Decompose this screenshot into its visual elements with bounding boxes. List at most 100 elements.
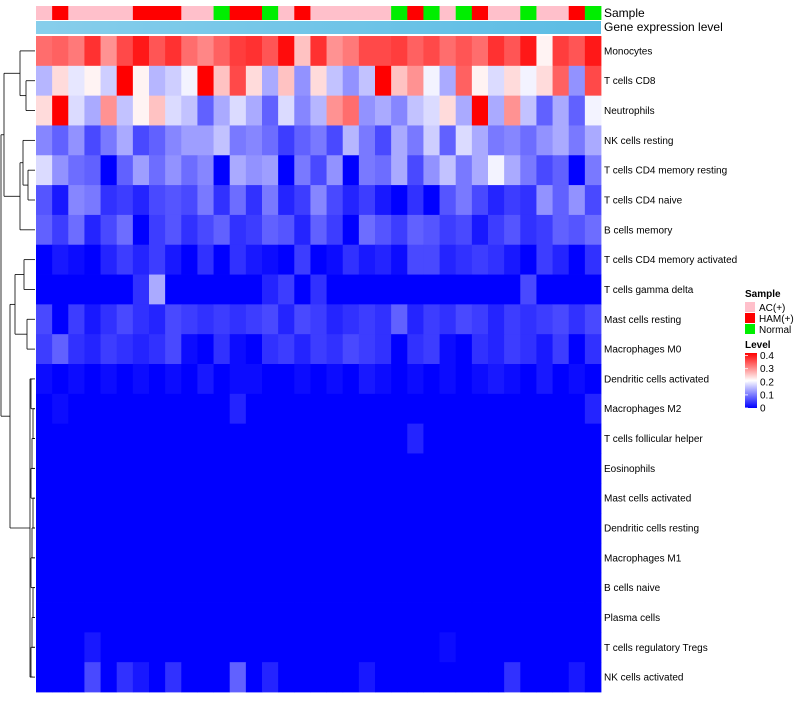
heatmap-cell: [488, 155, 505, 186]
heatmap-cell: [375, 393, 392, 425]
heatmap-cell: [36, 36, 53, 67]
heatmap-cell: [504, 334, 521, 365]
heatmap-cell: [52, 65, 69, 97]
heatmap-cell: [310, 453, 327, 484]
heatmap-cell: [278, 65, 295, 97]
heatmap-cell: [165, 483, 182, 514]
heatmap-cell: [116, 602, 134, 633]
row-label: T cells follicular helper: [604, 434, 703, 445]
heatmap-cell: [100, 483, 118, 514]
sample-annotation-cell: [439, 6, 457, 20]
heatmap-cell: [439, 393, 457, 425]
heatmap-cell: [294, 364, 311, 395]
heatmap-cell: [165, 632, 182, 663]
heatmap-cell: [165, 542, 182, 574]
heatmap-cell: [84, 214, 101, 246]
heatmap-cell: [278, 214, 295, 246]
heatmap-cell: [245, 125, 263, 156]
heatmap-cell: [278, 155, 295, 186]
heatmap-cell: [584, 572, 602, 603]
heatmap-cell: [358, 393, 376, 425]
heatmap-cell: [278, 542, 295, 574]
sample-annotation-cell: [488, 6, 505, 20]
heatmap-cell: [245, 185, 263, 216]
heatmap-cell: [520, 36, 537, 67]
heatmap-cell: [568, 632, 586, 663]
heatmap-cell: [278, 513, 295, 544]
heatmap-cell: [100, 185, 118, 216]
heatmap-cell: [536, 572, 553, 603]
heatmap-cell: [520, 274, 537, 305]
heatmap-cell: [439, 36, 457, 67]
heatmap-cell: [407, 572, 424, 603]
heatmap-cell: [229, 423, 247, 454]
heatmap-cell: [552, 364, 570, 395]
heatmap-cell: [488, 662, 505, 693]
heatmap-cell: [584, 364, 602, 395]
heatmap-cell: [584, 602, 602, 633]
heatmap-cell: [584, 483, 602, 514]
heatmap-cell: [100, 542, 118, 574]
heatmap-cell: [294, 483, 311, 514]
heatmap-cell: [197, 602, 214, 633]
heatmap-cell: [504, 214, 521, 246]
heatmap-cell: [520, 214, 537, 246]
heatmap-cell: [391, 483, 408, 514]
heatmap-cell: [52, 602, 69, 633]
heatmap-cell: [262, 244, 279, 275]
heatmap-cell: [52, 274, 69, 305]
heatmap-cell: [423, 393, 440, 425]
sample-annotation-cell: [326, 6, 344, 20]
heatmap-cell: [536, 274, 553, 305]
heatmap-cell: [552, 155, 570, 186]
heatmap-cell: [68, 513, 85, 544]
sample-annotation-cell: [229, 6, 247, 20]
heatmap-cell: [197, 36, 214, 67]
heatmap-cell: [536, 95, 553, 126]
heatmap-cell: [181, 572, 198, 603]
heatmap-cell: [536, 244, 553, 275]
heatmap-cell: [100, 602, 118, 633]
heatmap-cell: [52, 36, 69, 67]
heatmap-cell: [423, 542, 440, 574]
heatmap-cell: [36, 274, 53, 305]
heatmap-cell: [262, 572, 279, 603]
heatmap-cell: [68, 453, 85, 484]
heatmap-cell: [262, 602, 279, 633]
heatmap-cell: [439, 513, 457, 544]
heatmap-cell: [358, 155, 376, 186]
heatmap-cell: [520, 602, 537, 633]
heatmap-cell: [488, 65, 505, 97]
sample-legend-swatch: [745, 313, 755, 323]
heatmap-cell: [294, 542, 311, 574]
heatmap-cell: [213, 125, 231, 156]
heatmap-cell: [36, 393, 53, 425]
heatmap-cell: [407, 36, 424, 67]
heatmap-cell: [455, 483, 473, 514]
heatmap-cell: [455, 632, 473, 663]
heatmap-cell: [68, 662, 85, 693]
heatmap-cell: [326, 334, 344, 365]
heatmap-cell: [116, 572, 134, 603]
heatmap-cell: [310, 632, 327, 663]
heatmap-cell: [68, 65, 85, 97]
heatmap-cell: [310, 65, 327, 97]
heatmap-cell: [213, 185, 231, 216]
heatmap-cell: [197, 155, 214, 186]
heatmap-cell: [165, 304, 182, 335]
heatmap-cell: [536, 185, 553, 216]
sample-annotation-cell: [391, 6, 408, 20]
heatmap-cell: [132, 95, 150, 126]
heatmap-cell: [84, 36, 101, 67]
heatmap-cell: [310, 393, 327, 425]
sample-annotation-cell: [36, 6, 53, 20]
heatmap-cell: [552, 244, 570, 275]
sample-annotation-cell: [165, 6, 182, 20]
heatmap-cell: [342, 364, 360, 395]
level-colorbar: [745, 353, 757, 408]
heatmap-cell: [132, 125, 150, 156]
heatmap-cell: [552, 393, 570, 425]
heatmap-cell: [132, 274, 150, 305]
heatmap-cell: [68, 393, 85, 425]
heatmap-cell: [165, 513, 182, 544]
